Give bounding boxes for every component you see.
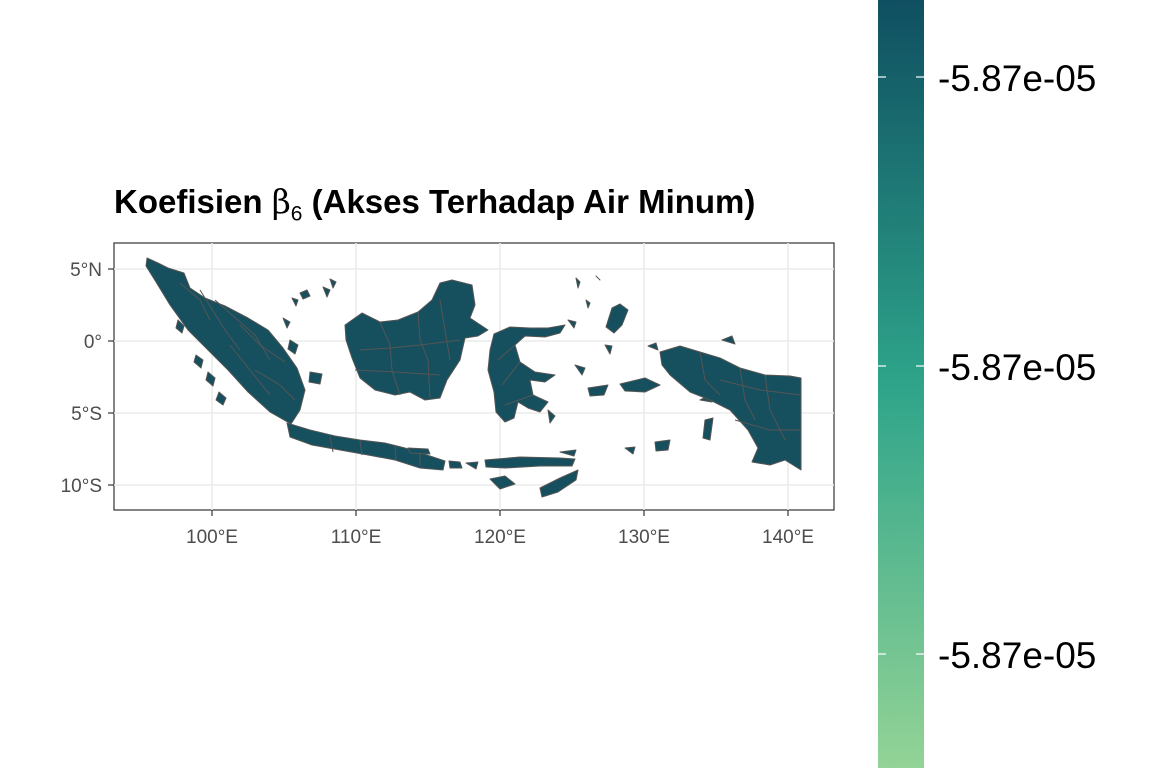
y-tick-label: 5°S <box>71 404 102 425</box>
y-tick-label: 5°N <box>70 260 102 281</box>
map-title: Koefisien β6 (Akses Terhadap Air Minum) <box>114 182 755 227</box>
natuna-islands <box>299 278 337 300</box>
riau-islands <box>282 286 331 329</box>
mentawai-islands <box>193 354 227 406</box>
x-tick-label: 110°E <box>331 527 382 548</box>
sumatra-region <box>145 257 306 425</box>
x-tick-label: 130°E <box>618 527 670 548</box>
sulawesi-islands <box>547 319 586 424</box>
y-axis-labels: 5°N 0° 5°S 10°S <box>61 260 102 497</box>
maluku-seram <box>587 377 661 397</box>
nias-island <box>175 319 185 334</box>
papua-islands <box>647 335 736 441</box>
timor-island <box>539 469 579 498</box>
sulawesi-region <box>487 324 566 423</box>
sumba-island <box>489 475 516 490</box>
maluku-north <box>604 303 629 355</box>
flores-islands <box>559 449 577 457</box>
title-suffix: (Akses Terhadap Air Minum) <box>302 183 756 220</box>
x-tick-label: 120°E <box>474 527 526 548</box>
bali-nusa-tenggara <box>448 456 576 470</box>
small-islands-north <box>575 275 601 309</box>
colorbar-label-middle: -5.87e-05 <box>938 347 1097 388</box>
bangka-belitung <box>287 339 323 385</box>
title-prefix: Koefisien <box>114 183 272 220</box>
x-tick-label: 100°E <box>186 527 238 548</box>
region-borders <box>179 282 802 466</box>
title-subscript: 6 <box>290 202 303 226</box>
colorbar <box>878 0 924 768</box>
y-tick-label: 10°S <box>61 476 102 497</box>
y-tick-label: 0° <box>84 332 102 353</box>
x-tick-label: 140°E <box>762 527 814 548</box>
x-axis-labels: 100°E 110°E 120°E 130°E 140°E <box>186 527 814 548</box>
axis-ticks <box>108 268 789 516</box>
madura-island <box>407 447 431 455</box>
colorbar-ticks <box>878 76 924 655</box>
title-beta-symbol: β <box>271 182 291 221</box>
colorbar-label-top: -5.87e-05 <box>938 58 1097 99</box>
java-region <box>286 422 446 471</box>
colorbar-label-bottom: -5.87e-05 <box>938 635 1097 676</box>
